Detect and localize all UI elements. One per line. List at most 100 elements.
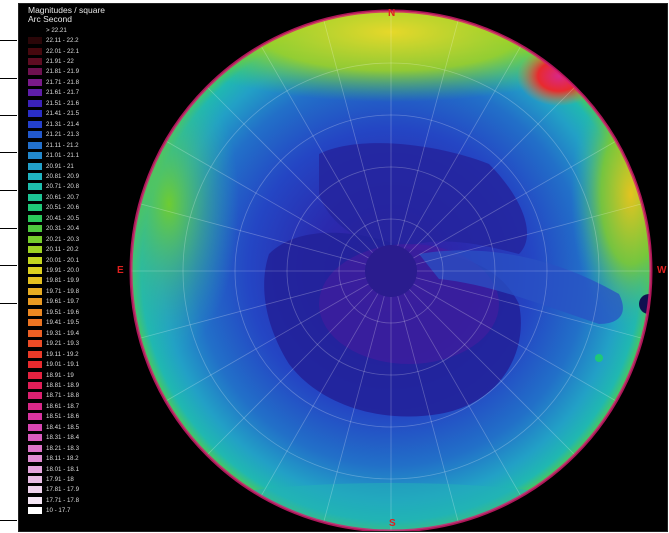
- legend-title-line1: Magnitudes / square: [28, 5, 106, 15]
- legend-range-label: 20.81 - 20.9: [46, 172, 80, 180]
- legend-swatch: [28, 507, 42, 515]
- legend-swatch: [28, 214, 42, 222]
- altitude-circle: [286, 166, 496, 376]
- legend-swatch: [28, 486, 42, 494]
- legend-row: 20.91 - 21: [28, 162, 74, 170]
- legend-range-label: 17.71 - 17.8: [46, 496, 80, 504]
- legend-row: 21.41 - 21.5: [28, 110, 79, 118]
- legend-swatch: [28, 413, 42, 421]
- legend-range-label: 21.11 - 21.2: [46, 141, 79, 149]
- legend-row: 21.51 - 21.6: [28, 99, 79, 107]
- legend-swatch: [28, 246, 42, 254]
- altitude-circle: [338, 218, 444, 324]
- legend-swatch: [28, 141, 42, 149]
- legend-swatch: [28, 256, 42, 264]
- legend-row: 20.71 - 20.8: [28, 183, 79, 191]
- legend-range-label: 17.91 - 18: [46, 476, 74, 484]
- legend-range-label: 21.61 - 21.7: [46, 89, 80, 97]
- legend-range-label: 20.31 - 20.4: [46, 225, 80, 233]
- azimuth-line: [165, 283, 369, 402]
- legend-row: 20.81 - 20.9: [28, 172, 79, 180]
- legend-swatch: [28, 350, 42, 358]
- horizon-ring: [129, 9, 653, 531]
- left-edge-marks: [0, 0, 18, 533]
- legend-range-label: 19.51 - 19.6: [46, 308, 80, 316]
- legend-range-label: 10 - 17.7: [46, 507, 71, 515]
- azimuth-line: [416, 203, 643, 265]
- light-source-dot: [595, 354, 603, 362]
- legend-swatch: [28, 423, 42, 431]
- legend-range-label: 19.41 - 19.5: [46, 319, 80, 327]
- azimuth-line: [206, 289, 373, 456]
- legend-range-label: 20.71 - 20.8: [46, 183, 80, 191]
- legend-range-label: 21.91 - 22: [46, 58, 74, 66]
- legend-range-label: 18.91 - 19: [46, 371, 74, 379]
- compass-south: S: [389, 518, 396, 529]
- legend-row: 22.11 - 22.2: [28, 36, 79, 45]
- legend-row: 19.61 - 19.7: [28, 298, 79, 306]
- legend-swatch: [28, 235, 42, 243]
- legend-row: 20.41 - 20.5: [28, 214, 79, 222]
- legend-swatch: [28, 308, 42, 316]
- legend-swatch: [28, 47, 42, 55]
- legend-range-label: 21.51 - 21.6: [46, 99, 80, 107]
- legend-range-label: 19.21 - 19.3: [46, 340, 80, 348]
- legend-range-label: 21.71 - 21.8: [46, 78, 80, 86]
- legend-swatch: [28, 68, 42, 76]
- legend-range-label: 18.41 - 18.5: [46, 423, 80, 431]
- legend-swatch: [28, 392, 42, 400]
- dark-sky-region-north: [319, 143, 528, 254]
- legend-swatch: [28, 371, 42, 379]
- legend-range-label: 19.81 - 19.9: [46, 277, 80, 285]
- legend-swatch: [28, 110, 42, 118]
- legend-range-label: 19.11 - 19.2: [46, 350, 79, 358]
- azimuth-line: [409, 289, 576, 456]
- legend-row: 17.81 - 17.9: [28, 486, 79, 494]
- legend-range-label: 18.01 - 18.1: [46, 465, 80, 473]
- legend-row: 18.51 - 18.6: [28, 413, 79, 421]
- legend-range-label: 21.01 - 21.1: [46, 152, 80, 160]
- legend-row: 21.01 - 21.1: [28, 151, 80, 160]
- legend-row: 18.91 - 19: [28, 371, 74, 379]
- legend-swatch: [28, 172, 42, 180]
- legend-row: 20.11 - 20.2: [28, 245, 79, 254]
- legend-row: 20.31 - 20.4: [28, 225, 79, 233]
- legend-range-label: 21.41 - 21.5: [46, 110, 80, 118]
- legend-range-label: 19.91 - 20.0: [46, 267, 80, 275]
- legend-row: 19.71 - 19.8: [28, 287, 79, 295]
- legend-swatch: [28, 78, 42, 86]
- legend-row: 21.91 - 22: [28, 57, 74, 66]
- legend-range-label: 20.51 - 20.6: [46, 204, 80, 212]
- azimuth-line: [260, 45, 379, 249]
- legend-row: 17.91 - 18: [28, 475, 74, 484]
- legend-swatch: [28, 267, 42, 275]
- legend-row: 18.21 - 18.3: [28, 444, 79, 452]
- legend-row: 19.11 - 19.2: [28, 350, 79, 358]
- all-sky-brightness-map: [129, 9, 653, 531]
- legend-row: 21.11 - 21.2: [28, 141, 79, 149]
- legend-range-label: 22.01 - 22.1: [46, 47, 80, 55]
- legend-range-label: 20.01 - 20.1: [46, 256, 80, 264]
- azimuth-line: [397, 296, 459, 523]
- azimuth-line: [403, 45, 522, 249]
- legend-row: > 22.21: [28, 26, 67, 34]
- legend-swatch: [28, 298, 42, 306]
- azimuth-line: [413, 140, 617, 259]
- legend-swatch: [28, 26, 42, 34]
- azimuth-line: [323, 296, 385, 523]
- compass-east: E: [117, 265, 124, 276]
- legend-row: 21.61 - 21.7: [28, 89, 79, 97]
- east-horizon-glow: [131, 54, 239, 354]
- legend-swatch: [28, 476, 42, 484]
- altitude-circle: [182, 62, 600, 480]
- legend-row: 21.71 - 21.8: [28, 78, 79, 86]
- legend-range-label: 20.91 - 21: [46, 162, 74, 170]
- legend-swatch: [28, 58, 42, 66]
- legend-range-label: 20.41 - 20.5: [46, 214, 80, 222]
- legend-row: 19.01 - 19.1: [28, 360, 79, 369]
- milky-way-band: [419, 250, 623, 324]
- azimuth-line: [416, 277, 643, 339]
- legend-swatch: [28, 319, 42, 327]
- sky-map-panel: Magnitudes / square Arc Second > 22.21 22…: [18, 3, 668, 532]
- legend-row: 19.81 - 19.9: [28, 277, 79, 285]
